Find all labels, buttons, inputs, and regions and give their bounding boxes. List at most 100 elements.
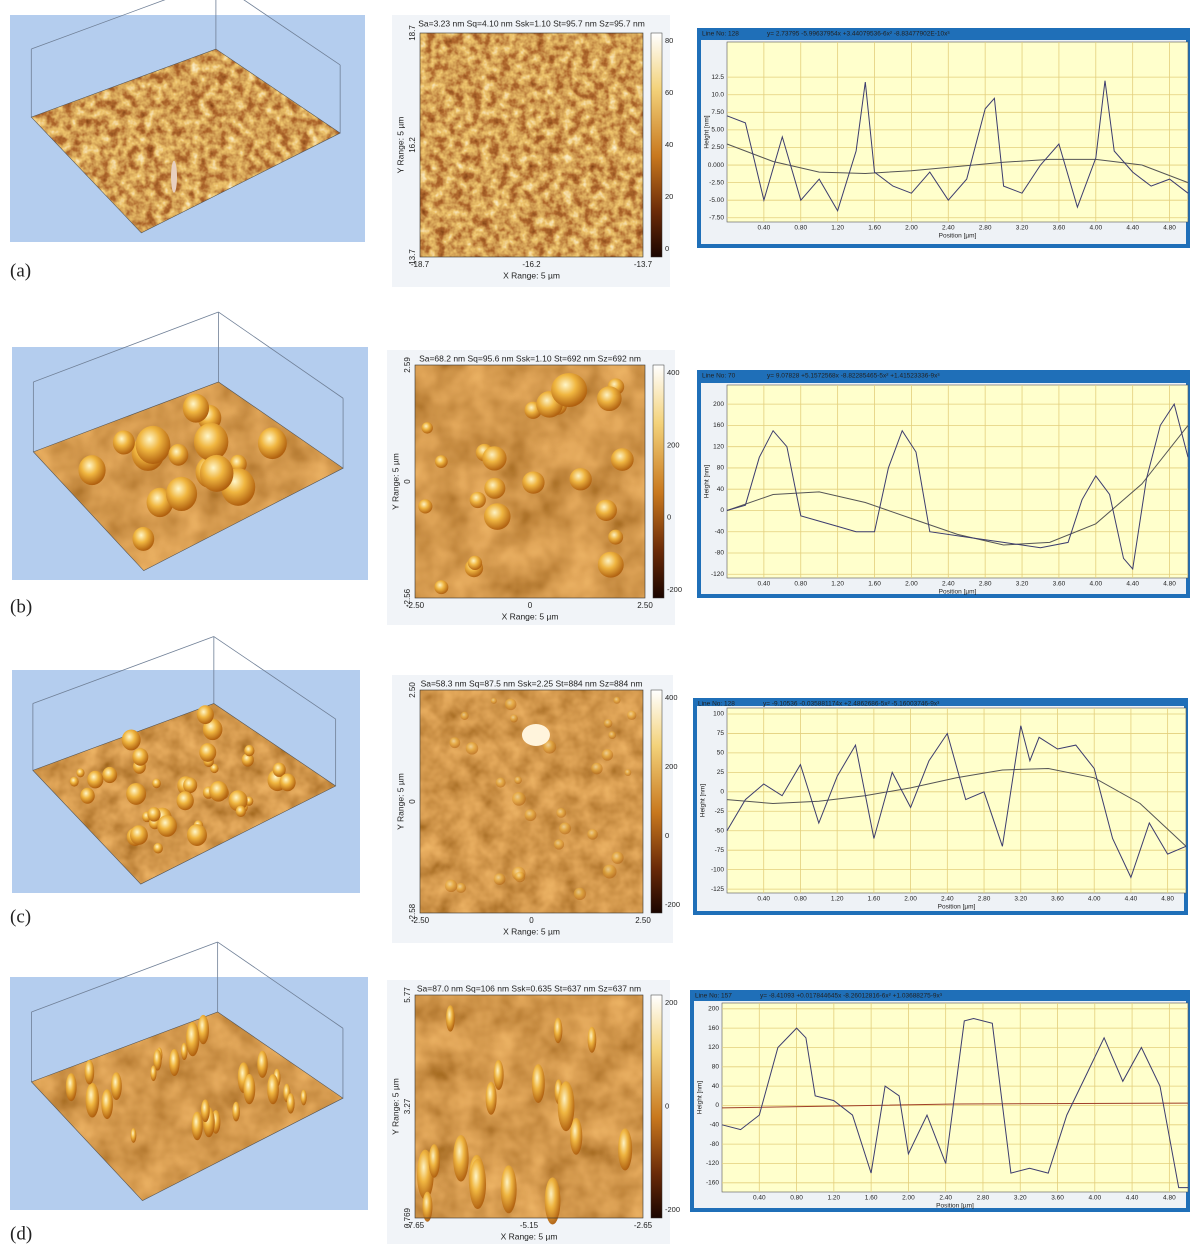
map-feature: [486, 1082, 497, 1115]
x-tick-label: 2.40: [942, 581, 955, 588]
y-tick-label: 200: [713, 401, 724, 408]
map-feature: [453, 1135, 469, 1182]
y-axis-label: Height [nm]: [697, 1081, 704, 1114]
x-tick-label: 4.80: [1161, 896, 1174, 903]
y-tick-label: 75: [717, 730, 725, 737]
surface-bump: [187, 824, 207, 846]
surface-bump: [199, 743, 216, 762]
map-x-label: X Range: 5 µm: [501, 1231, 558, 1241]
x-tick-label: 3.20: [1016, 225, 1029, 232]
x-tick-label: 1.60: [865, 1195, 878, 1202]
x-tick-label: 2.00: [905, 225, 918, 232]
x-tick-label: 4.40: [1126, 1195, 1139, 1202]
y-tick-label: 0.000: [708, 162, 725, 169]
x-tick-label: 2.40: [939, 1195, 952, 1202]
surface-bump: [166, 477, 197, 511]
y-tick-label: -5.00: [709, 197, 724, 204]
fit-equation: y= -8.41093 +0.017844645x -8.26012816-6x…: [760, 993, 943, 1000]
x-tick-label: 3.20: [1016, 581, 1029, 588]
map-x-tick-label: 0: [528, 601, 533, 610]
y-tick-label: -125: [711, 886, 724, 893]
y-tick-label: -120: [711, 571, 724, 578]
map-x-tick-label: -16.2: [522, 260, 541, 269]
y-tick-label: 40: [717, 486, 725, 493]
map-feature: [446, 1005, 455, 1031]
colorbar-tick-label: 400: [667, 368, 680, 377]
x-tick-label: 1.60: [868, 896, 881, 903]
map-feature: [525, 809, 537, 821]
map-feature: [449, 737, 460, 748]
map-y-tick-label: 18.7: [408, 25, 417, 41]
colorbar-tick-label: -200: [667, 585, 682, 594]
map-y-label: Y Range: 5 µm: [390, 453, 400, 510]
y-tick-label: 25: [717, 769, 725, 776]
surface-bump: [113, 430, 135, 454]
map-y-label: Y Range: 5 µm: [390, 1078, 400, 1135]
map-y-tick-label: 2.50: [408, 682, 417, 698]
surface-bump: [102, 767, 117, 783]
map-stats: Sa=87.0 nm Sq=106 nm Ssk=0.635 St=637 nm…: [417, 983, 641, 993]
map-stats: Sa=3.23 nm Sq=4.10 nm Ssk=1.10 St=95.7 n…: [418, 18, 645, 28]
surface-bump: [236, 806, 246, 817]
map-feature: [482, 446, 506, 470]
y-tick-label: -2.50: [709, 179, 724, 186]
colorbar-tick-label: 60: [665, 88, 673, 97]
colorbar-tick-label: 0: [665, 244, 669, 253]
x-tick-label: 2.40: [942, 225, 955, 232]
map-x-label: X Range: 5 µm: [503, 926, 560, 936]
x-tick-label: 0.40: [757, 896, 770, 903]
map-feature: [435, 455, 448, 468]
y-tick-label: 120: [713, 443, 724, 450]
x-tick-label: 1.60: [868, 225, 881, 232]
map-feature: [545, 1177, 561, 1224]
x-tick-label: 0.40: [753, 1195, 766, 1202]
surface-bump: [177, 791, 194, 810]
surface-bump: [131, 1128, 137, 1143]
map-x-tick-label: -2.65: [634, 1221, 653, 1230]
panel-label: (d): [10, 1223, 32, 1244]
map-feature: [484, 478, 505, 499]
surface-bump: [132, 527, 154, 551]
figure: (a)Sa=3.23 nm Sq=4.10 nm Ssk=1.10 St=95.…: [0, 0, 1190, 1246]
y-tick-label: -120: [706, 1160, 719, 1167]
map-y-tick-label: 3.27: [403, 1098, 412, 1114]
surface-bump: [76, 768, 84, 777]
map-feature: [598, 552, 624, 578]
y-tick-label: 200: [708, 1006, 719, 1013]
map-feature: [466, 742, 478, 754]
map-feature: [434, 580, 448, 594]
map-feature: [468, 556, 482, 570]
surface-bump: [279, 773, 295, 791]
x-axis-label: Position [µm]: [938, 904, 976, 911]
colorbar-tick-label: 40: [665, 140, 673, 149]
map-feature: [470, 492, 486, 508]
x-tick-label: 2.00: [902, 1195, 915, 1202]
y-tick-label: 100: [713, 711, 724, 718]
y-tick-label: 160: [713, 422, 724, 429]
x-tick-label: 4.40: [1125, 896, 1138, 903]
y-tick-label: 80: [712, 1064, 720, 1071]
y-tick-label: -75: [715, 847, 725, 854]
x-tick-label: 0.80: [790, 1195, 803, 1202]
x-tick-label: 4.00: [1089, 581, 1102, 588]
map-feature: [522, 724, 550, 746]
map-feature: [574, 888, 586, 900]
y-tick-label: 40: [712, 1083, 720, 1090]
x-tick-label: 4.80: [1163, 581, 1176, 588]
map-feature: [494, 1060, 504, 1090]
map-feature: [515, 872, 526, 883]
map-feature: [591, 763, 602, 774]
fit-equation: y= -9.10536 -0.035881174x +2.4862686-5x²…: [763, 701, 940, 708]
surface-bump: [244, 745, 254, 756]
colorbar: [653, 365, 664, 598]
map-feature: [604, 719, 612, 727]
surface-bump: [147, 807, 160, 821]
x-tick-label: 2.80: [979, 581, 992, 588]
y-tick-label: 2.50: [711, 144, 724, 151]
surface-bump: [200, 455, 234, 492]
surface-bump: [168, 444, 188, 466]
x-tick-label: 3.60: [1051, 896, 1064, 903]
colorbar-tick-label: 0: [665, 1101, 669, 1110]
map-feature: [558, 1081, 575, 1131]
x-tick-label: 1.20: [828, 1195, 841, 1202]
